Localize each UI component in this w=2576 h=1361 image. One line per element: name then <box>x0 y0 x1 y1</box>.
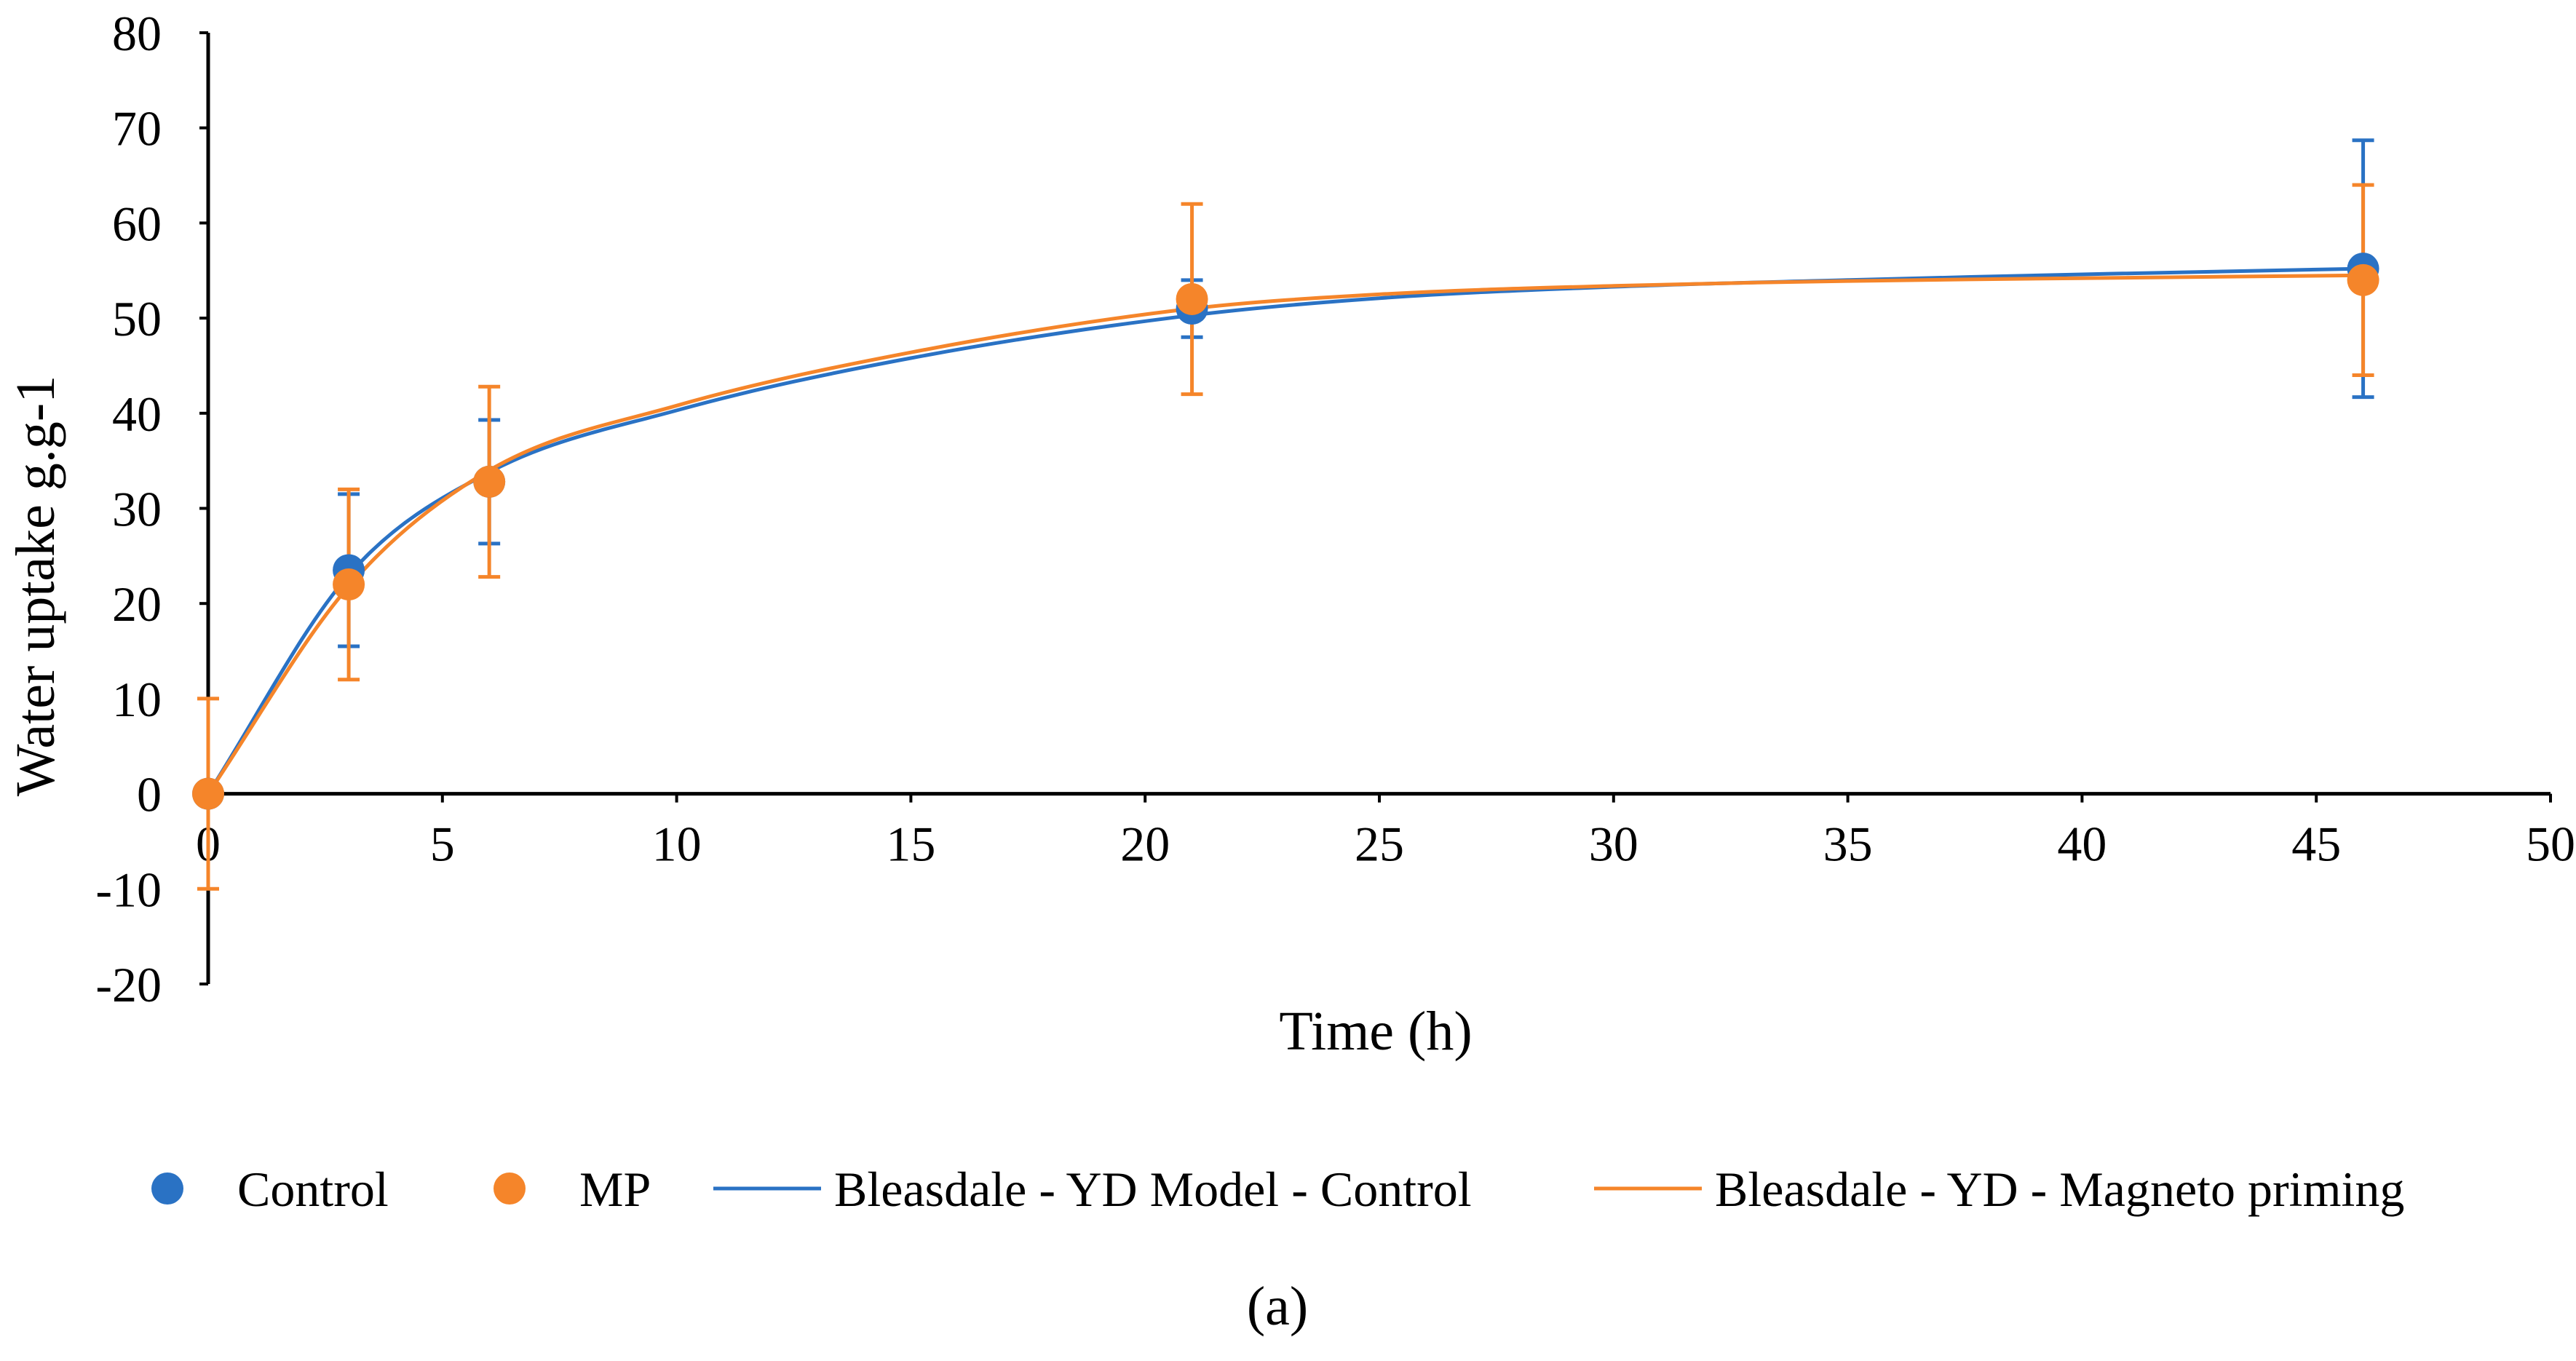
x-tick-label: 5 <box>430 817 455 872</box>
axes-group: -20-100102030405060708005101520253035404… <box>95 6 2575 1012</box>
y-tick-label: 40 <box>112 386 162 442</box>
y-tick-label: -20 <box>95 957 162 1012</box>
model-curve-magneto-priming <box>206 273 2363 795</box>
y-tick-label: 30 <box>112 482 162 537</box>
legend-label: Bleasdale - YD Model - Control <box>834 1162 1472 1217</box>
data-point-mp <box>333 568 365 601</box>
legend: Control MP Bleasdale - YD Model - Control B… <box>151 1162 2404 1217</box>
y-tick-label: 80 <box>112 6 162 61</box>
y-tick-label: 60 <box>112 196 162 251</box>
y-tick-label: 20 <box>112 576 162 632</box>
data-point-mp <box>2347 263 2379 296</box>
y-tick-label: -10 <box>95 862 162 917</box>
x-tick-label: 45 <box>2291 817 2341 872</box>
x-tick-label: 30 <box>1589 817 1638 872</box>
x-tick-label: 40 <box>2057 817 2107 872</box>
x-tick-label: 35 <box>1823 817 1873 872</box>
x-axis-title: Time (h) <box>1279 1001 1472 1062</box>
x-tick-label: 50 <box>2526 817 2575 872</box>
x-tick-label: 20 <box>1120 817 1170 872</box>
legend-item-model-control: Bleasdale - YD Model - Control <box>713 1162 1472 1217</box>
series-group <box>192 138 2379 891</box>
legend-item-control: Control <box>151 1162 389 1217</box>
x-tick-label: 25 <box>1355 817 1404 872</box>
legend-item-mp: MP <box>494 1162 651 1217</box>
y-tick-label: 50 <box>112 291 162 346</box>
y-axis-title: Water uptake g.g-1 <box>5 376 66 796</box>
figure-caption: (a) <box>1247 1276 1308 1337</box>
legend-marker <box>151 1172 183 1205</box>
x-tick-label: 10 <box>652 817 702 872</box>
data-point-mp <box>1176 282 1208 315</box>
y-tick-label: 10 <box>112 672 162 727</box>
x-tick-label: 15 <box>886 817 935 872</box>
legend-marker <box>494 1172 526 1205</box>
legend-label: MP <box>579 1162 651 1217</box>
data-point-mp <box>192 777 224 810</box>
y-tick-label: 70 <box>112 101 162 156</box>
model-curve-control <box>206 266 2363 795</box>
legend-item-model-magneto-priming: Bleasdale - YD - Magneto priming <box>1594 1162 2404 1217</box>
legend-label: Bleasdale - YD - Magneto priming <box>1715 1162 2404 1217</box>
data-point-mp <box>473 465 506 498</box>
legend-label: Control <box>237 1162 389 1217</box>
y-tick-label: 0 <box>137 767 162 822</box>
